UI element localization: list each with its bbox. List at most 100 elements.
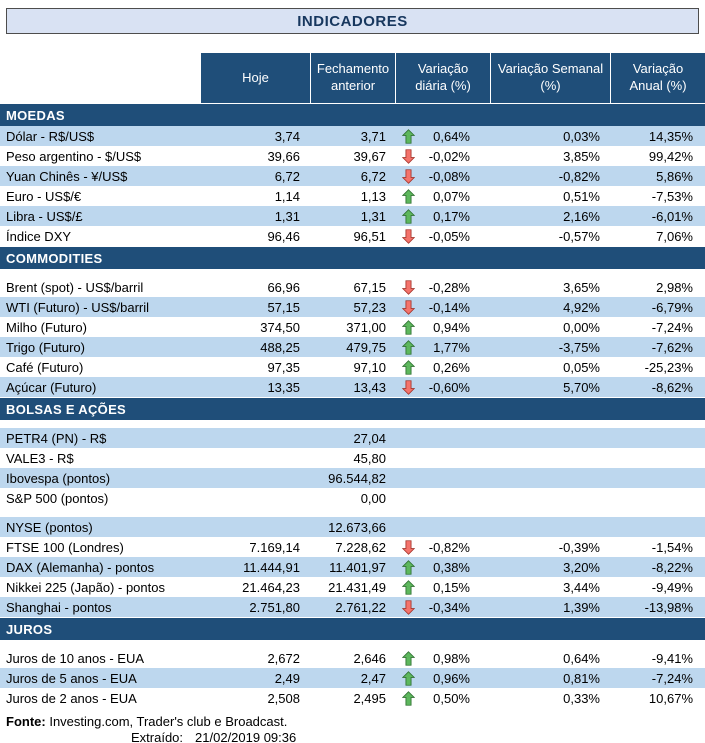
section-header-bolsas-e-acoes: BOLSAS E AÇÕES xyxy=(0,398,705,420)
variacao-anual-cell: -1,54% xyxy=(651,539,693,555)
fechamento-cell: 6,72 xyxy=(360,168,386,184)
hoje-cell: 21.464,23 xyxy=(242,579,300,595)
source-line: Fonte: Investing.com, Trader's club e Br… xyxy=(0,714,705,730)
variacao-diaria-value: -0,08% xyxy=(428,168,470,184)
variacao-anual-cell: -13,98% xyxy=(644,599,693,615)
col-header-variacao-diaria: Variação diária (%) xyxy=(395,53,490,103)
fechamento-cell: 96.544,82 xyxy=(328,470,386,486)
variacao-diaria-cell: -0,08% xyxy=(395,169,490,184)
variacao-anual-cell: 5,86% xyxy=(656,168,693,184)
table-row: DAX (Alemanha) - pontos 11.444,91 11.401,9… xyxy=(0,557,705,577)
variacao-diaria-value: 0,26% xyxy=(433,359,470,375)
fechamento-cell: 39,67 xyxy=(353,148,386,164)
variacao-diaria-value: -0,05% xyxy=(428,228,470,244)
variacao-diaria-value: -0,60% xyxy=(428,379,470,395)
fechamento-cell: 96,51 xyxy=(353,228,386,244)
table-row: Peso argentino - $/US$ 39,66 39,67 -0,02% 3,… xyxy=(0,146,705,166)
source-text: Investing.com, Trader's club e Broadcast… xyxy=(45,714,288,729)
variacao-diaria-value: -0,14% xyxy=(428,299,470,315)
variacao-diaria-cell: 0,17% xyxy=(395,209,490,224)
label-cell: Yuan Chinês - ¥/US$ xyxy=(6,168,128,184)
up-arrow-icon xyxy=(395,188,421,204)
fechamento-cell: 1,13 xyxy=(360,188,386,204)
variacao-anual-cell: -6,01% xyxy=(651,208,693,224)
label-cell: FTSE 100 (Londres) xyxy=(6,539,124,555)
variacao-diaria-cell: -0,28% xyxy=(395,280,490,295)
hoje-cell: 57,15 xyxy=(267,299,300,315)
down-arrow-icon xyxy=(395,599,421,615)
variacao-diaria-cell: 0,07% xyxy=(395,189,490,204)
hoje-cell: 488,25 xyxy=(260,339,300,355)
extracted-label: Extraído: xyxy=(131,730,184,743)
hoje-cell: 374,50 xyxy=(260,319,300,335)
variacao-anual-cell: -7,53% xyxy=(651,188,693,204)
label-cell: Libra - US$/£ xyxy=(6,208,83,224)
fechamento-cell: 2.761,22 xyxy=(335,599,386,615)
fechamento-cell: 12.673,66 xyxy=(328,519,386,535)
variacao-semanal-cell: 0,51% xyxy=(563,188,600,204)
label-cell: Açúcar (Futuro) xyxy=(6,379,97,395)
col-header-variacao-semanal: Variação Semanal (%) xyxy=(490,53,610,103)
fechamento-cell: 1,31 xyxy=(360,208,386,224)
table-row: Brent (spot) - US$/barril 66,96 67,15 -0,28… xyxy=(0,277,705,297)
variacao-anual-cell: 14,35% xyxy=(648,128,693,144)
table-row: Euro - US$/€ 1,14 1,13 0,07% 0,51% -7,53% xyxy=(0,186,705,206)
label-cell: Dólar - R$/US$ xyxy=(6,128,95,144)
variacao-semanal-cell: 2,16% xyxy=(563,208,600,224)
variacao-anual-cell: -6,79% xyxy=(651,299,693,315)
up-arrow-icon xyxy=(395,339,421,355)
up-arrow-icon xyxy=(395,208,421,224)
variacao-semanal-cell: -0,39% xyxy=(558,539,600,555)
variacao-semanal-cell: -0,57% xyxy=(558,228,600,244)
fechamento-cell: 45,80 xyxy=(353,450,386,466)
hoje-cell: 96,46 xyxy=(267,228,300,244)
table-row: Ibovespa (pontos) 96.544,82 xyxy=(0,468,705,488)
down-arrow-icon xyxy=(395,228,421,244)
label-cell: Juros de 5 anos - EUA xyxy=(6,670,137,686)
table-row: Café (Futuro) 97,35 97,10 0,26% 0,05% -25,23% xyxy=(0,357,705,377)
label-cell: Ibovespa (pontos) xyxy=(6,470,111,486)
fechamento-cell: 2,47 xyxy=(360,670,386,686)
table-row: Juros de 5 anos - EUA 2,49 2,47 0,96% 0,81% -… xyxy=(0,668,705,688)
variacao-diaria-cell: 0,50% xyxy=(395,691,490,706)
row-spacer xyxy=(0,508,705,517)
fechamento-cell: 11.401,97 xyxy=(329,559,386,575)
variacao-diaria-cell: -0,60% xyxy=(395,380,490,395)
fechamento-cell: 27,04 xyxy=(353,430,386,446)
variacao-anual-cell: -7,24% xyxy=(651,670,693,686)
hoje-cell: 1,31 xyxy=(274,208,300,224)
variacao-semanal-cell: 5,70% xyxy=(563,379,600,395)
table-row: NYSE (pontos) 12.673,66 xyxy=(0,517,705,537)
fechamento-cell: 7.228,62 xyxy=(335,539,386,555)
variacao-diaria-value: 0,64% xyxy=(433,128,470,144)
table-row: Açúcar (Futuro) 13,35 13,43 -0,60% 5,70% -8,6… xyxy=(0,377,705,397)
label-cell: WTI (Futuro) - US$/barril xyxy=(6,299,150,315)
variacao-anual-cell: -8,22% xyxy=(651,559,693,575)
variacao-diaria-value: 0,98% xyxy=(433,650,470,666)
label-cell: Milho (Futuro) xyxy=(6,319,87,335)
variacao-diaria-cell: -0,34% xyxy=(395,600,490,615)
variacao-diaria-cell: 0,98% xyxy=(395,651,490,666)
variacao-diaria-value: 0,07% xyxy=(433,188,470,204)
variacao-diaria-cell: 0,94% xyxy=(395,320,490,335)
col-header-hoje: Hoje xyxy=(200,53,310,103)
variacao-diaria-cell: -0,14% xyxy=(395,300,490,315)
label-cell: DAX (Alemanha) - pontos xyxy=(6,559,155,575)
up-arrow-icon xyxy=(395,128,421,144)
variacao-semanal-cell: 0,64% xyxy=(563,650,600,666)
up-arrow-icon xyxy=(395,559,421,575)
variacao-diaria-value: -0,34% xyxy=(428,599,470,615)
up-arrow-icon xyxy=(395,670,421,686)
table-row: Nikkei 225 (Japão) - pontos 21.464,23 21.4… xyxy=(0,577,705,597)
variacao-diaria-value: 0,15% xyxy=(433,579,470,595)
extracted-line: Extraído: 21/02/2019 09:36 xyxy=(0,730,705,743)
section-gap xyxy=(0,269,705,277)
hoje-cell: 2,672 xyxy=(267,650,300,666)
label-cell: NYSE (pontos) xyxy=(6,519,93,535)
up-arrow-icon xyxy=(395,319,421,335)
variacao-diaria-cell: 0,38% xyxy=(395,560,490,575)
section-header-moedas: MOEDAS xyxy=(0,104,705,126)
variacao-diaria-value: -0,82% xyxy=(428,539,470,555)
variacao-semanal-cell: 0,05% xyxy=(563,359,600,375)
down-arrow-icon xyxy=(395,168,421,184)
